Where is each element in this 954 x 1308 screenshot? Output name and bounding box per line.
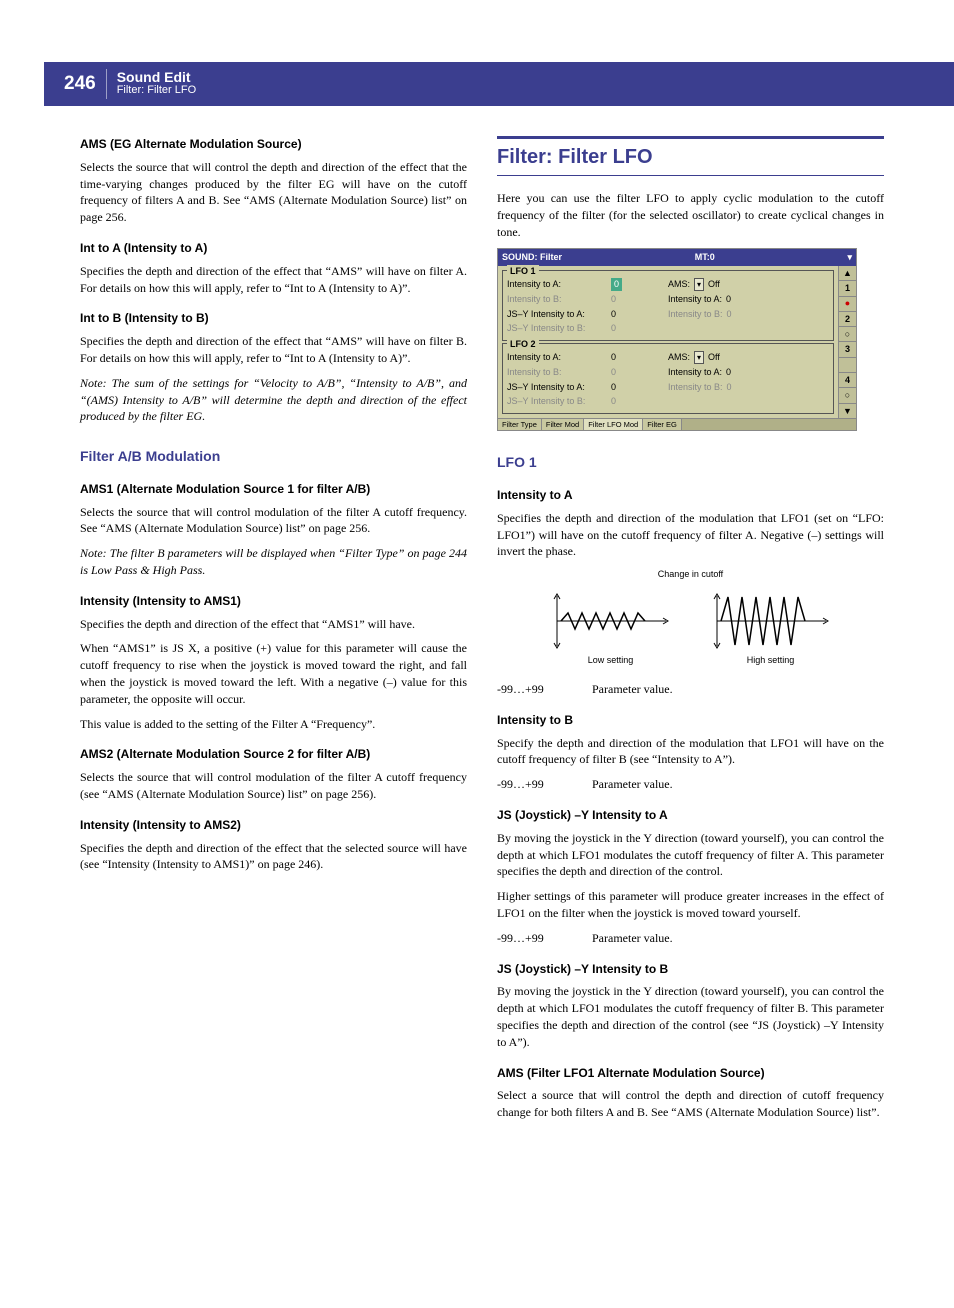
lfo2-group: LFO 2 Intensity to A:0 AMS: ▾ Off Intens… (502, 343, 834, 414)
body-text: Higher settings of this parameter will p… (497, 888, 884, 922)
param-range: -99…+99 (497, 776, 592, 793)
menu-icon: ▾ (847, 251, 852, 264)
lfo1-label: LFO 1 (507, 265, 539, 278)
body-text: Specifies the depth and direction of the… (80, 840, 467, 874)
section-filter-ab-mod: Filter A/B Modulation (80, 447, 467, 467)
page-number: 246 (64, 69, 107, 99)
param-range: -99…+99 (497, 681, 592, 698)
param-row: -99…+99 Parameter value. (497, 930, 884, 947)
heading-jsy-a: JS (Joystick) –Y Intensity to A (497, 807, 884, 824)
header-titles: Sound Edit Filter: Filter LFO (107, 69, 196, 99)
right-column: Filter: Filter LFO Here you can use the … (497, 136, 884, 1129)
heading-intensity-b: Intensity to B (497, 712, 884, 729)
side-dot: ● (839, 297, 856, 312)
dropdown-icon: ▾ (694, 351, 704, 364)
dropdown-icon: ▾ (694, 278, 704, 291)
body-text: Selects the source that will control mod… (80, 769, 467, 803)
section-lfo1: LFO 1 (497, 453, 884, 473)
heading-intensity-a: Intensity to A (497, 487, 884, 504)
waveform-diagram: Low setting High setting (497, 591, 884, 667)
waveform-low-icon (551, 591, 671, 651)
wave-low-label: Low setting (551, 654, 671, 667)
side-3: 3 (839, 342, 856, 357)
tab-filter-mod: Filter Mod (542, 419, 584, 431)
body-text: Selects the source that will control the… (80, 159, 467, 226)
heading-ams-eg: AMS (EG Alternate Modulation Source) (80, 136, 467, 153)
param-row: -99…+99 Parameter value. (497, 681, 884, 698)
side-down-icon: ▼ (839, 404, 856, 418)
header-title: Sound Edit (117, 70, 196, 84)
side-circle: ○ (839, 327, 856, 342)
heading-ams-lfo1: AMS (Filter LFO1 Alternate Modulation So… (497, 1065, 884, 1082)
body-text: This value is added to the setting of th… (80, 716, 467, 733)
lfo1-group: LFO 1 Intensity to A:0 AMS: ▾ Off Intens… (502, 270, 834, 341)
param-desc: Parameter value. (592, 930, 673, 947)
device-screenshot: SOUND: Filter MT:0 ▾ LFO 1 Intensity to … (497, 248, 857, 431)
param-desc: Parameter value. (592, 776, 673, 793)
screen-titlebar: SOUND: Filter MT:0 ▾ (498, 249, 856, 266)
left-column: AMS (EG Alternate Modulation Source) Sel… (80, 136, 467, 1129)
wave-high-label: High setting (711, 654, 831, 667)
lfo2-label: LFO 2 (507, 338, 539, 351)
heading-int-a: Int to A (Intensity to A) (80, 240, 467, 257)
body-text: Specifies the depth and direction of the… (80, 616, 467, 633)
body-text: When “AMS1” is JS X, a positive (+) valu… (80, 640, 467, 707)
param-desc: Parameter value. (592, 681, 673, 698)
body-text: By moving the joystick in the Y directio… (497, 830, 884, 880)
param-range: -99…+99 (497, 930, 592, 947)
note-text: Note: The sum of the settings for “Veloc… (80, 375, 467, 425)
screen-tabs: Filter Type Filter Mod Filter LFO Mod Fi… (498, 418, 856, 431)
screen-title-right: MT:0 (695, 251, 715, 264)
side-up-icon: ▲ (839, 266, 856, 281)
side-2: 2 (839, 312, 856, 327)
body-text: Specifies the depth and direction of the… (80, 263, 467, 297)
page-header: 246 Sound Edit Filter: Filter LFO (44, 62, 954, 106)
body-text: Specify the depth and direction of the m… (497, 735, 884, 769)
screen-title-left: SOUND: Filter (502, 251, 562, 264)
body-text: Specifies the depth and direction of the… (497, 510, 884, 560)
heading-ams1: AMS1 (Alternate Modulation Source 1 for … (80, 481, 467, 498)
header-subtitle: Filter: Filter LFO (117, 84, 196, 97)
side-1: 1 (839, 281, 856, 296)
screen-sidebar: ▲ 1 ● 2 ○ 3 4 ○ ▼ (838, 266, 856, 418)
note-text: Note: The filter B parameters will be di… (80, 545, 467, 579)
body-text: Specifies the depth and direction of the… (80, 333, 467, 367)
body-text: By moving the joystick in the Y directio… (497, 983, 884, 1050)
main-heading-filter-lfo: Filter: Filter LFO (497, 136, 884, 176)
side-circle2: ○ (839, 388, 856, 403)
heading-intensity-ams2: Intensity (Intensity to AMS2) (80, 817, 467, 834)
tab-filter-eg: Filter EG (643, 419, 682, 431)
tab-filter-lfo-mod: Filter LFO Mod (584, 419, 643, 431)
tab-filter-type: Filter Type (498, 419, 542, 431)
heading-intensity-ams1: Intensity (Intensity to AMS1) (80, 593, 467, 610)
param-row: -99…+99 Parameter value. (497, 776, 884, 793)
body-text: Here you can use the filter LFO to apply… (497, 190, 884, 240)
heading-jsy-b: JS (Joystick) –Y Intensity to B (497, 961, 884, 978)
body-text: Selects the source that will control mod… (80, 504, 467, 538)
waveform-high-icon (711, 591, 831, 651)
side-blank (839, 358, 856, 373)
side-4: 4 (839, 373, 856, 388)
wave-top-label: Change in cutoff (497, 568, 884, 581)
heading-int-b: Int to B (Intensity to B) (80, 310, 467, 327)
heading-ams2: AMS2 (Alternate Modulation Source 2 for … (80, 746, 467, 763)
page-body: AMS (EG Alternate Modulation Source) Sel… (0, 106, 954, 1169)
body-text: Select a source that will control the de… (497, 1087, 884, 1121)
